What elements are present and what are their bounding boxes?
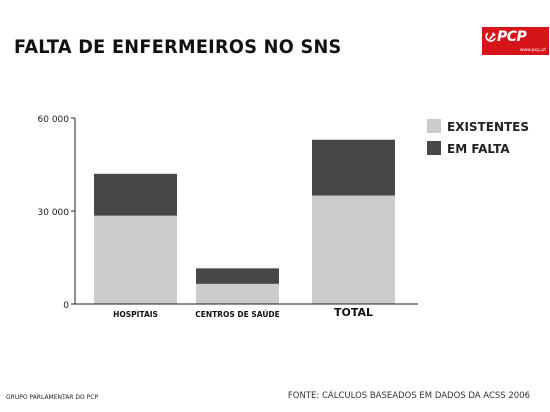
- bar-total-em-falta: [312, 139, 395, 196]
- bar-total-existentes: [312, 195, 395, 304]
- chart-title: FALTA DE ENFERMEIROS NO SNS: [14, 36, 342, 58]
- legend-swatch-em-falta: [427, 141, 441, 155]
- bar-centros-de-saude-em-falta: [196, 268, 279, 284]
- bar-hospitais-em-falta: [94, 173, 177, 216]
- y-tick-label: 30 000: [38, 208, 70, 218]
- footer-author: GRUPO PARLAMENTAR DO PCP: [6, 394, 99, 401]
- legend: EXISTENTES EM FALTA: [427, 119, 529, 156]
- x-tick-label: CENTROS DE SAÚDE: [195, 310, 280, 319]
- logo-text: PCP: [497, 29, 527, 45]
- footer-source: FONTE: CÁLCULOS BASEADOS EM DADOS DA ACS…: [287, 391, 530, 401]
- x-tick-label: TOTAL: [334, 306, 373, 319]
- x-tick-label: HOSPITAIS: [113, 310, 158, 319]
- pcp-logo: PCP www.pcp.pt: [482, 27, 549, 55]
- legend-label-em-falta: EM FALTA: [447, 142, 510, 156]
- legend-swatch-existentes: [427, 119, 441, 133]
- hammer-sickle-icon: [485, 32, 496, 42]
- bar-hospitais-existentes: [94, 215, 177, 304]
- y-tick-label: 60 000: [38, 115, 70, 125]
- logo-url: www.pcp.pt: [519, 48, 546, 53]
- bar-centros-de-saude-existentes: [196, 283, 279, 304]
- legend-label-existentes: EXISTENTES: [447, 120, 529, 134]
- y-tick-label: 0: [63, 301, 69, 311]
